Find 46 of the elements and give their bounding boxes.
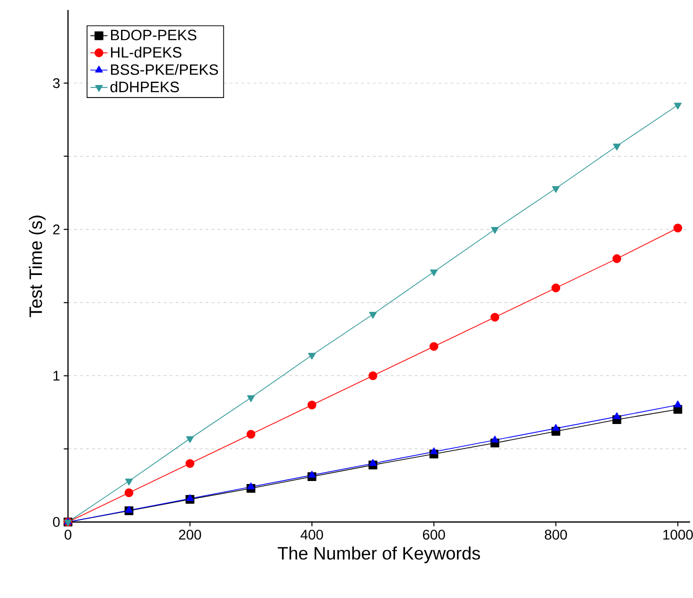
y-tick-label: 1	[54, 370, 60, 381]
point	[612, 254, 622, 264]
x-tick-label: 800	[544, 530, 567, 540]
y-tick-label: 3	[53, 78, 60, 88]
point	[491, 436, 499, 442]
legend-label: BDOP-PEKS	[111, 30, 196, 40]
x-axis-title: The Number of Keywords	[278, 546, 480, 564]
x-tick-label: 200	[179, 530, 202, 540]
point	[430, 269, 438, 276]
point	[490, 312, 500, 322]
point	[674, 102, 682, 110]
x-tick-label: 1000	[663, 530, 693, 540]
point	[551, 284, 560, 292]
point	[552, 186, 560, 193]
point	[612, 412, 621, 420]
point	[612, 144, 621, 150]
legend-label: BSS-PKE/PEKS	[111, 64, 218, 75]
point	[674, 400, 682, 408]
x-tick-label: 600	[422, 530, 445, 540]
legend-label: HL-dPEKS	[111, 46, 182, 58]
y-tick-label: 0	[53, 517, 60, 527]
point	[247, 395, 255, 402]
point	[246, 430, 256, 439]
x-tick-label: 0	[64, 530, 72, 540]
point	[186, 436, 194, 443]
point	[430, 447, 438, 454]
point	[368, 371, 378, 380]
point	[124, 488, 134, 498]
y-tick-label: 2	[53, 224, 60, 234]
point	[491, 227, 499, 234]
point	[552, 424, 560, 431]
point	[186, 494, 194, 501]
point	[369, 312, 377, 319]
point	[125, 506, 133, 513]
point	[673, 224, 682, 232]
x-tick-label: 400	[300, 530, 324, 540]
point	[247, 482, 255, 490]
legend-label: dDHPEKS	[110, 81, 179, 92]
y-axis-title: Test Time (s)	[28, 216, 46, 318]
point	[308, 400, 316, 410]
point	[125, 478, 133, 486]
point	[186, 459, 194, 468]
point	[308, 470, 316, 478]
point	[430, 342, 438, 351]
point	[308, 352, 316, 360]
point	[369, 459, 377, 466]
